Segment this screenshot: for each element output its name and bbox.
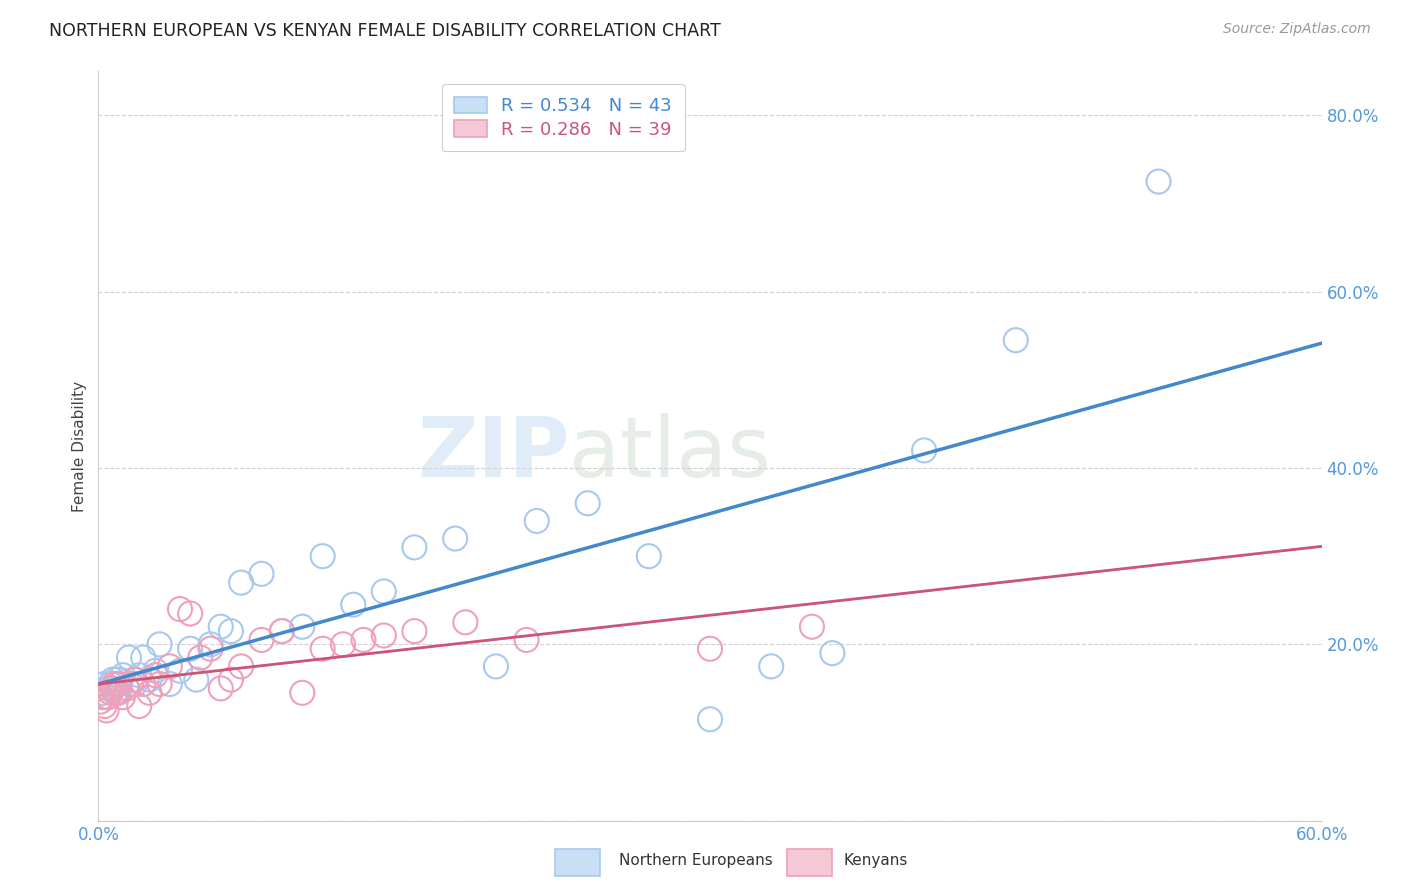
Point: [291, 686, 314, 700]
Point: [120, 677, 142, 691]
Point: [352, 632, 374, 647]
Point: [485, 659, 508, 673]
Point: [97, 681, 120, 696]
Point: [105, 673, 128, 687]
Point: [912, 443, 935, 458]
Point: [373, 628, 395, 642]
Point: [761, 659, 783, 673]
Point: [188, 650, 212, 665]
Point: [1147, 175, 1170, 189]
Point: [200, 641, 222, 656]
Point: [270, 624, 294, 639]
Point: [89, 695, 111, 709]
Point: [96, 703, 118, 717]
Text: Kenyans: Kenyans: [844, 854, 908, 868]
Point: [444, 532, 467, 546]
Point: [100, 686, 122, 700]
Point: [100, 677, 122, 691]
Point: [104, 686, 127, 700]
Point: [124, 677, 146, 691]
Point: [105, 686, 128, 700]
Point: [111, 690, 134, 705]
Point: [200, 637, 222, 651]
Point: [699, 641, 721, 656]
Point: [138, 673, 160, 687]
Point: [108, 677, 131, 691]
Point: [231, 575, 253, 590]
Point: [149, 637, 172, 651]
Point: [342, 598, 364, 612]
Point: [219, 673, 242, 687]
Point: [97, 690, 120, 705]
Point: [291, 620, 314, 634]
Point: [108, 686, 131, 700]
Point: [801, 620, 824, 634]
Point: [169, 602, 191, 616]
Point: [454, 615, 477, 630]
Point: [576, 496, 599, 510]
Point: [115, 681, 138, 696]
Point: [209, 681, 232, 696]
Point: [159, 659, 181, 673]
Point: [179, 641, 201, 656]
Point: [209, 620, 232, 634]
Point: [111, 668, 134, 682]
Point: [231, 659, 253, 673]
Point: [118, 650, 141, 665]
Point: [404, 624, 426, 639]
Point: [699, 712, 721, 726]
Text: Northern Europeans: Northern Europeans: [619, 854, 772, 868]
Text: NORTHERN EUROPEAN VS KENYAN FEMALE DISABILITY CORRELATION CHART: NORTHERN EUROPEAN VS KENYAN FEMALE DISAB…: [49, 22, 721, 40]
Point: [373, 584, 395, 599]
Point: [637, 549, 661, 564]
Point: [270, 624, 294, 639]
Point: [516, 632, 538, 647]
Point: [159, 677, 181, 691]
Point: [219, 624, 242, 639]
Point: [332, 637, 354, 651]
Point: [132, 677, 155, 691]
Point: [145, 664, 167, 678]
Point: [821, 646, 844, 660]
Point: [149, 677, 172, 691]
Point: [404, 541, 426, 555]
Point: [250, 632, 273, 647]
Point: [96, 690, 118, 705]
Point: [132, 650, 155, 665]
Text: atlas: atlas: [569, 413, 770, 494]
Point: [93, 677, 115, 691]
Point: [312, 641, 335, 656]
Point: [145, 668, 167, 682]
Point: [179, 607, 201, 621]
Point: [312, 549, 335, 564]
Text: Source: ZipAtlas.com: Source: ZipAtlas.com: [1223, 22, 1371, 37]
Point: [128, 699, 150, 714]
Point: [91, 686, 114, 700]
Point: [169, 664, 191, 678]
Text: ZIP: ZIP: [416, 413, 569, 494]
Point: [104, 677, 127, 691]
Point: [91, 690, 114, 705]
Point: [186, 673, 208, 687]
Legend: R = 0.534   N = 43, R = 0.286   N = 39: R = 0.534 N = 43, R = 0.286 N = 39: [441, 84, 685, 152]
Point: [526, 514, 548, 528]
Point: [93, 699, 115, 714]
Point: [128, 668, 150, 682]
Point: [124, 673, 146, 687]
Point: [138, 686, 160, 700]
Point: [101, 673, 124, 687]
Point: [1004, 333, 1026, 347]
Point: [101, 681, 124, 696]
Y-axis label: Female Disability: Female Disability: [72, 380, 87, 512]
Point: [250, 566, 273, 581]
